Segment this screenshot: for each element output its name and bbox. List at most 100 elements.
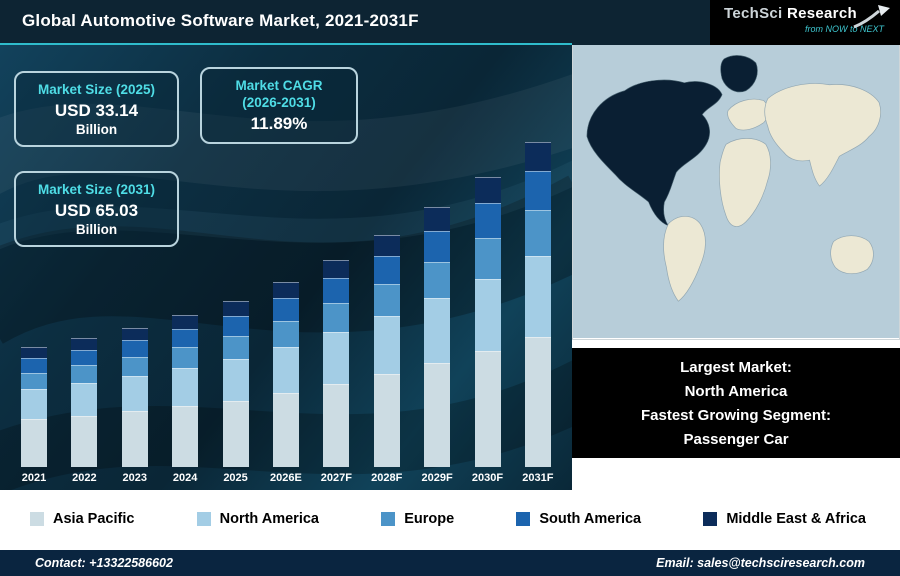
map-greenland bbox=[720, 55, 758, 93]
bar-stack-2021 bbox=[21, 347, 47, 467]
market-size-2025-value: USD 33.14 bbox=[54, 101, 139, 120]
right-panel: Largest Market: North America Fastest Gr… bbox=[572, 45, 900, 490]
bar-segment-europe bbox=[474, 238, 501, 279]
bar-segment-south-america bbox=[373, 255, 400, 284]
bar-segment-north-america bbox=[474, 278, 501, 351]
bar-segment-middle-east-africa bbox=[21, 347, 47, 358]
x-axis-label-2025: 2025 bbox=[223, 472, 248, 484]
market-size-2025-box: Market Size (2025) USD 33.14 Billion bbox=[14, 71, 179, 147]
legend-item-asia-pacific: Asia Pacific bbox=[30, 511, 134, 527]
legend-item-middle-east-africa: Middle East & Africa bbox=[703, 511, 866, 527]
legend-label-middle-east-africa: Middle East & Africa bbox=[726, 510, 866, 527]
bar-stack-2023 bbox=[121, 327, 148, 467]
largest-market-label: Largest Market: bbox=[680, 359, 792, 376]
bar-segment-middle-east-africa bbox=[474, 177, 501, 203]
map-south-america bbox=[663, 215, 706, 302]
legend-swatch-south-america bbox=[516, 511, 531, 526]
logo-brand-primary: TechSci bbox=[724, 5, 783, 22]
bar-segment-middle-east-africa bbox=[373, 234, 400, 256]
bar-segment-asia-pacific bbox=[424, 363, 451, 467]
bar-2028f: 2028F bbox=[365, 234, 409, 484]
x-axis-label-2021: 2021 bbox=[21, 472, 47, 484]
bar-segment-south-america bbox=[71, 349, 98, 365]
bar-segment-europe bbox=[424, 261, 451, 298]
main-area: Market Size (2025) USD 33.14 Billion Mar… bbox=[0, 45, 900, 490]
x-axis-label-2027f: 2027F bbox=[320, 472, 352, 484]
x-axis-label-2026e: 2026E bbox=[270, 472, 302, 484]
bar-2025: 2025 bbox=[214, 301, 258, 484]
map-europe bbox=[727, 98, 769, 131]
fastest-segment-value: Passenger Car bbox=[683, 431, 789, 448]
bar-segment-middle-east-africa bbox=[272, 281, 299, 298]
bar-stack-2029f bbox=[424, 207, 451, 467]
bar-segment-europe bbox=[524, 210, 551, 256]
bar-stack-2031f bbox=[524, 141, 551, 467]
market-size-2031-unit: Billion bbox=[75, 222, 118, 237]
legend-item-europe: Europe bbox=[381, 511, 454, 527]
bar-segment-north-america bbox=[373, 316, 400, 374]
bar-segment-south-america bbox=[222, 316, 249, 336]
x-axis-label-2023: 2023 bbox=[122, 472, 148, 484]
bar-segment-north-america bbox=[272, 346, 299, 393]
bar-segment-north-america bbox=[222, 359, 249, 401]
footer-email: Email: sales@techsciresearch.com bbox=[656, 556, 865, 570]
bar-segment-north-america bbox=[172, 368, 199, 406]
chart-legend: Asia Pacific North America Europe South Ame… bbox=[0, 490, 900, 547]
bar-segment-south-america bbox=[121, 340, 148, 357]
bar-2023: 2023 bbox=[113, 327, 157, 484]
bar-stack-2025 bbox=[222, 301, 249, 467]
bar-segment-south-america bbox=[21, 358, 47, 373]
bar-segment-north-america bbox=[71, 383, 98, 416]
bar-2021: 2021 bbox=[12, 347, 56, 484]
bar-segment-south-america bbox=[424, 230, 451, 262]
bar-segment-middle-east-africa bbox=[222, 301, 249, 316]
legend-swatch-europe bbox=[381, 511, 396, 526]
x-axis-label-2022: 2022 bbox=[72, 472, 97, 484]
market-cagr-label: Market CAGR bbox=[235, 78, 323, 93]
legend-swatch-middle-east-africa bbox=[703, 511, 718, 526]
bar-2027f: 2027F bbox=[314, 259, 358, 484]
bar-segment-north-america bbox=[21, 389, 47, 419]
logo-arrow-icon bbox=[853, 5, 890, 29]
bar-segment-north-america bbox=[323, 332, 350, 384]
bar-segment-europe bbox=[222, 336, 249, 359]
legend-label-north-america: North America bbox=[219, 510, 319, 527]
bar-2022: 2022 bbox=[62, 338, 106, 484]
bar-segment-europe bbox=[121, 356, 148, 376]
market-cagr-box: Market CAGR (2026-2031) 11.89% bbox=[200, 67, 358, 144]
bar-segment-south-america bbox=[172, 328, 199, 347]
techsci-logo: TechSci Research from NOW to NEXT bbox=[710, 0, 900, 45]
bar-segment-asia-pacific bbox=[524, 337, 551, 467]
bar-segment-asia-pacific bbox=[323, 384, 350, 467]
bar-2030f: 2030F bbox=[466, 177, 510, 484]
bar-segment-asia-pacific bbox=[272, 393, 299, 467]
bar-segment-europe bbox=[172, 346, 199, 368]
bar-segment-asia-pacific bbox=[474, 351, 501, 467]
bar-segment-asia-pacific bbox=[121, 411, 148, 467]
bar-segment-south-america bbox=[272, 298, 299, 321]
footer-contact: Contact: +13322586602 bbox=[35, 556, 173, 570]
footer-divider bbox=[0, 547, 900, 550]
bar-segment-europe bbox=[71, 365, 98, 383]
bar-stack-2028f bbox=[373, 234, 400, 467]
logo-brand-secondary: Research bbox=[782, 5, 857, 22]
bar-2029f: 2029F bbox=[415, 207, 459, 484]
map-asia bbox=[764, 83, 881, 187]
bar-segment-asia-pacific bbox=[172, 406, 199, 467]
x-axis-label-2024: 2024 bbox=[172, 472, 198, 484]
bar-segment-middle-east-africa bbox=[323, 259, 350, 278]
bar-segment-europe bbox=[272, 320, 299, 347]
market-size-2031-value: USD 65.03 bbox=[54, 201, 139, 220]
bar-stack-2022 bbox=[71, 338, 98, 467]
bar-segment-middle-east-africa bbox=[71, 338, 98, 350]
bar-2031f: 2031F bbox=[516, 141, 560, 484]
x-axis-label-2028f: 2028F bbox=[371, 472, 403, 484]
bar-segment-asia-pacific bbox=[21, 419, 47, 467]
map-africa bbox=[719, 138, 771, 227]
bar-segment-middle-east-africa bbox=[424, 207, 451, 231]
title-underline bbox=[0, 43, 572, 45]
bar-segment-asia-pacific bbox=[373, 374, 400, 467]
bar-segment-south-america bbox=[323, 278, 350, 303]
legend-swatch-asia-pacific bbox=[30, 511, 44, 526]
legend-label-south-america: South America bbox=[539, 510, 642, 527]
